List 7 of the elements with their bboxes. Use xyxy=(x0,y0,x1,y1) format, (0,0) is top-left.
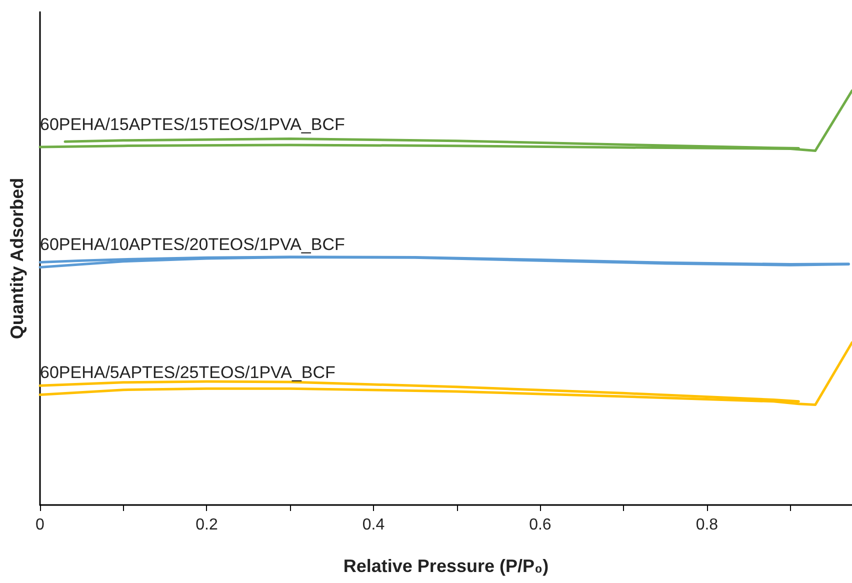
y-axis-title: Quantity Adsorbed xyxy=(7,178,27,340)
x-tick-label: 0.2 xyxy=(196,516,218,534)
x-tick-label: 0.4 xyxy=(362,516,385,534)
x-axis-title: Relative Pressure (P/P₀) xyxy=(343,556,549,576)
x-tick-label: 0 xyxy=(36,516,45,534)
x-tick-label: 0.8 xyxy=(696,516,718,534)
x-tick-label: 0.6 xyxy=(529,516,552,534)
